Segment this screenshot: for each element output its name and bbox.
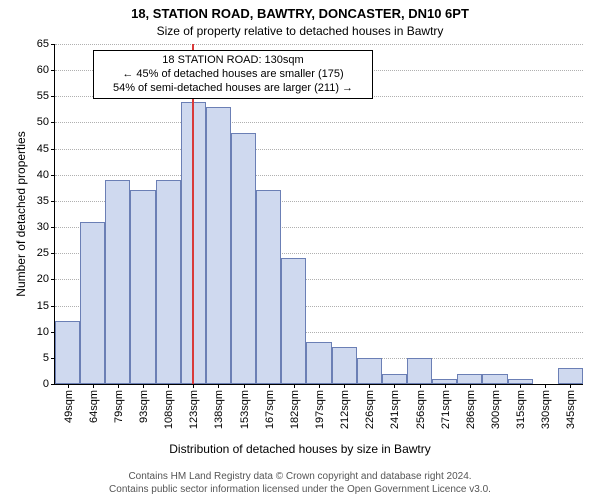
x-tick-mark: [470, 384, 471, 388]
x-tick-label: 197sqm: [312, 390, 326, 429]
x-tick-label: 79sqm: [111, 390, 125, 423]
y-tick-label: 65: [37, 38, 55, 50]
x-tick-mark: [269, 384, 270, 388]
histogram-bar: [382, 374, 407, 384]
chart-subtitle: Size of property relative to detached ho…: [0, 24, 600, 38]
chart-title: 18, STATION ROAD, BAWTRY, DONCASTER, DN1…: [0, 6, 600, 21]
histogram-bar: [80, 222, 105, 384]
histogram-bar: [332, 347, 357, 384]
x-tick-label: 64sqm: [86, 390, 100, 423]
y-tick-label: 50: [37, 116, 55, 128]
chart-container: 18, STATION ROAD, BAWTRY, DONCASTER, DN1…: [0, 0, 600, 500]
histogram-bar: [55, 321, 80, 384]
x-tick-mark: [520, 384, 521, 388]
x-tick-label: 93sqm: [136, 390, 150, 423]
y-tick-label: 60: [37, 64, 55, 76]
y-tick-label: 15: [37, 300, 55, 312]
x-tick-mark: [68, 384, 69, 388]
x-tick-label: 256sqm: [413, 390, 427, 429]
x-tick-label: 138sqm: [211, 390, 225, 429]
x-tick-mark: [294, 384, 295, 388]
y-tick-label: 0: [43, 378, 55, 390]
y-tick-label: 55: [37, 90, 55, 102]
grid-line: [55, 175, 583, 176]
histogram-bar: [256, 190, 281, 384]
x-tick-mark: [143, 384, 144, 388]
histogram-bar: [206, 107, 231, 384]
histogram-bar: [306, 342, 331, 384]
grid-line: [55, 44, 583, 45]
y-tick-label: 10: [37, 326, 55, 338]
annotation-line: ← 45% of detached houses are smaller (17…: [100, 68, 366, 82]
histogram-bar: [407, 358, 432, 384]
x-tick-label: 300sqm: [488, 390, 502, 429]
histogram-bar: [457, 374, 482, 384]
x-tick-label: 49sqm: [61, 390, 75, 423]
x-tick-label: 241sqm: [387, 390, 401, 429]
plot-area: 0510152025303540455055606549sqm64sqm79sq…: [54, 44, 583, 385]
y-tick-label: 25: [37, 247, 55, 259]
footer-line-1: Contains HM Land Registry data © Crown c…: [0, 471, 600, 484]
x-tick-mark: [168, 384, 169, 388]
histogram-bar: [558, 368, 583, 384]
x-tick-mark: [495, 384, 496, 388]
x-tick-mark: [193, 384, 194, 388]
histogram-bar: [156, 180, 181, 384]
histogram-bar: [105, 180, 130, 384]
annotation-line: 18 STATION ROAD: 130sqm: [100, 54, 366, 68]
grid-line: [55, 122, 583, 123]
x-tick-label: 286sqm: [463, 390, 477, 429]
x-tick-mark: [420, 384, 421, 388]
y-tick-label: 20: [37, 273, 55, 285]
x-tick-mark: [244, 384, 245, 388]
x-tick-mark: [319, 384, 320, 388]
annotation-line: 54% of semi-detached houses are larger (…: [100, 82, 366, 96]
footer-line-2: Contains public sector information licen…: [0, 484, 600, 497]
x-tick-mark: [118, 384, 119, 388]
x-tick-mark: [218, 384, 219, 388]
histogram-bar: [357, 358, 382, 384]
x-tick-label: 330sqm: [538, 390, 552, 429]
histogram-bar: [130, 190, 155, 384]
x-tick-label: 123sqm: [186, 390, 200, 429]
x-tick-label: 182sqm: [287, 390, 301, 429]
x-tick-mark: [93, 384, 94, 388]
x-tick-label: 315sqm: [513, 390, 527, 429]
x-axis-label: Distribution of detached houses by size …: [0, 442, 600, 456]
x-tick-mark: [545, 384, 546, 388]
x-tick-mark: [445, 384, 446, 388]
footer-attribution: Contains HM Land Registry data © Crown c…: [0, 471, 600, 496]
y-tick-label: 30: [37, 221, 55, 233]
x-tick-label: 345sqm: [563, 390, 577, 429]
y-axis-label: Number of detached properties: [14, 131, 28, 296]
y-tick-label: 35: [37, 195, 55, 207]
histogram-bar: [482, 374, 507, 384]
x-tick-label: 108sqm: [161, 390, 175, 429]
y-tick-label: 45: [37, 143, 55, 155]
x-tick-label: 212sqm: [337, 390, 351, 429]
histogram-bar: [231, 133, 256, 384]
x-tick-mark: [369, 384, 370, 388]
x-tick-label: 167sqm: [262, 390, 276, 429]
y-tick-label: 5: [43, 352, 55, 364]
x-tick-label: 271sqm: [438, 390, 452, 429]
x-tick-mark: [570, 384, 571, 388]
x-tick-mark: [394, 384, 395, 388]
x-tick-label: 226sqm: [362, 390, 376, 429]
annotation-box: 18 STATION ROAD: 130sqm← 45% of detached…: [93, 50, 373, 99]
histogram-bar: [281, 258, 306, 384]
y-tick-label: 40: [37, 169, 55, 181]
grid-line: [55, 149, 583, 150]
x-tick-mark: [344, 384, 345, 388]
x-tick-label: 153sqm: [237, 390, 251, 429]
